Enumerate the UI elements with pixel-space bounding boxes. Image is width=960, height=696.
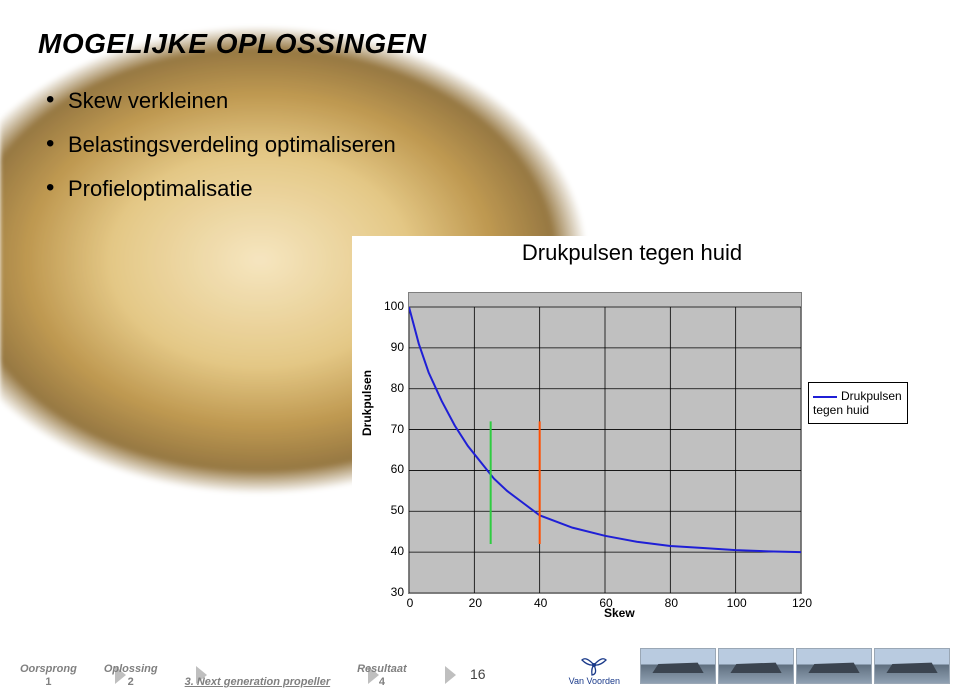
ship-thumbnail — [718, 648, 794, 684]
chart-ytick: 60 — [378, 462, 404, 476]
chart-ytick: 80 — [378, 381, 404, 395]
breadcrumb-item[interactable]: Oplossing2 — [104, 663, 158, 688]
breadcrumb-number: 4 — [357, 676, 407, 688]
breadcrumb-number: 2 — [104, 676, 158, 688]
ship-thumbnail — [874, 648, 950, 684]
chart-xtick: 0 — [398, 596, 422, 610]
ship-thumbnail — [796, 648, 872, 684]
breadcrumb-number: 1 — [20, 676, 77, 688]
bullet-item: Belastingsverdeling optimaliseren — [46, 132, 922, 158]
breadcrumb-label: Oorsprong — [20, 663, 77, 675]
breadcrumb-label: Oplossing — [104, 663, 158, 675]
breadcrumb-item[interactable]: Resultaat4 — [357, 663, 407, 688]
chart-xtick: 40 — [529, 596, 553, 610]
slide-content: MOGELIJKE OPLOSSINGEN Skew verkleinen Be… — [0, 0, 960, 202]
legend-swatch — [813, 396, 837, 398]
breadcrumb-bar: Oorsprong1 Oplossing2 3. Next generation p… — [20, 663, 434, 688]
chart-ytick: 50 — [378, 503, 404, 517]
chart-ytick: 40 — [378, 544, 404, 558]
bullet-item: Profieloptimalisatie — [46, 176, 922, 202]
chart-ytick: 70 — [378, 422, 404, 436]
chart-ylabel: Drukpulsen — [360, 370, 374, 436]
logo-text: Van Voorden — [569, 676, 620, 686]
breadcrumb-label: 3. Next generation propeller — [185, 676, 330, 688]
chart-ytick: 100 — [378, 299, 404, 313]
slide-title: MOGELIJKE OPLOSSINGEN — [38, 28, 922, 60]
breadcrumb-item[interactable]: Oorsprong1 — [20, 663, 77, 688]
breadcrumb-item[interactable]: 3. Next generation propeller — [185, 676, 330, 688]
chart-panel: Drukpulsen tegen huid Drukpulsen 3040506… — [352, 236, 912, 640]
chart-xlabel: Skew — [604, 606, 635, 620]
legend-label: Drukpulsen tegen huid — [813, 389, 902, 417]
slide-footer: Oorsprong1 Oplossing2 3. Next generation p… — [0, 644, 960, 688]
chart-xtick: 80 — [659, 596, 683, 610]
chart-plot-area — [408, 292, 802, 594]
chart-xtick: 100 — [725, 596, 749, 610]
chart-ytick: 90 — [378, 340, 404, 354]
propeller-logo-icon — [576, 654, 612, 676]
chevron-right-icon — [445, 666, 456, 684]
page-number: 16 — [470, 666, 486, 682]
company-logo: Van Voorden — [569, 654, 620, 686]
ship-image-strip — [640, 648, 950, 684]
chart-svg — [409, 293, 801, 593]
chart-xtick: 120 — [790, 596, 814, 610]
breadcrumb-label: Resultaat — [357, 663, 407, 675]
ship-thumbnail — [640, 648, 716, 684]
bullet-list: Skew verkleinen Belastingsverdeling opti… — [46, 88, 922, 202]
chart-title: Drukpulsen tegen huid — [352, 240, 912, 266]
bullet-item: Skew verkleinen — [46, 88, 922, 114]
chart-legend: Drukpulsen tegen huid — [808, 382, 908, 424]
chart-xtick: 20 — [463, 596, 487, 610]
